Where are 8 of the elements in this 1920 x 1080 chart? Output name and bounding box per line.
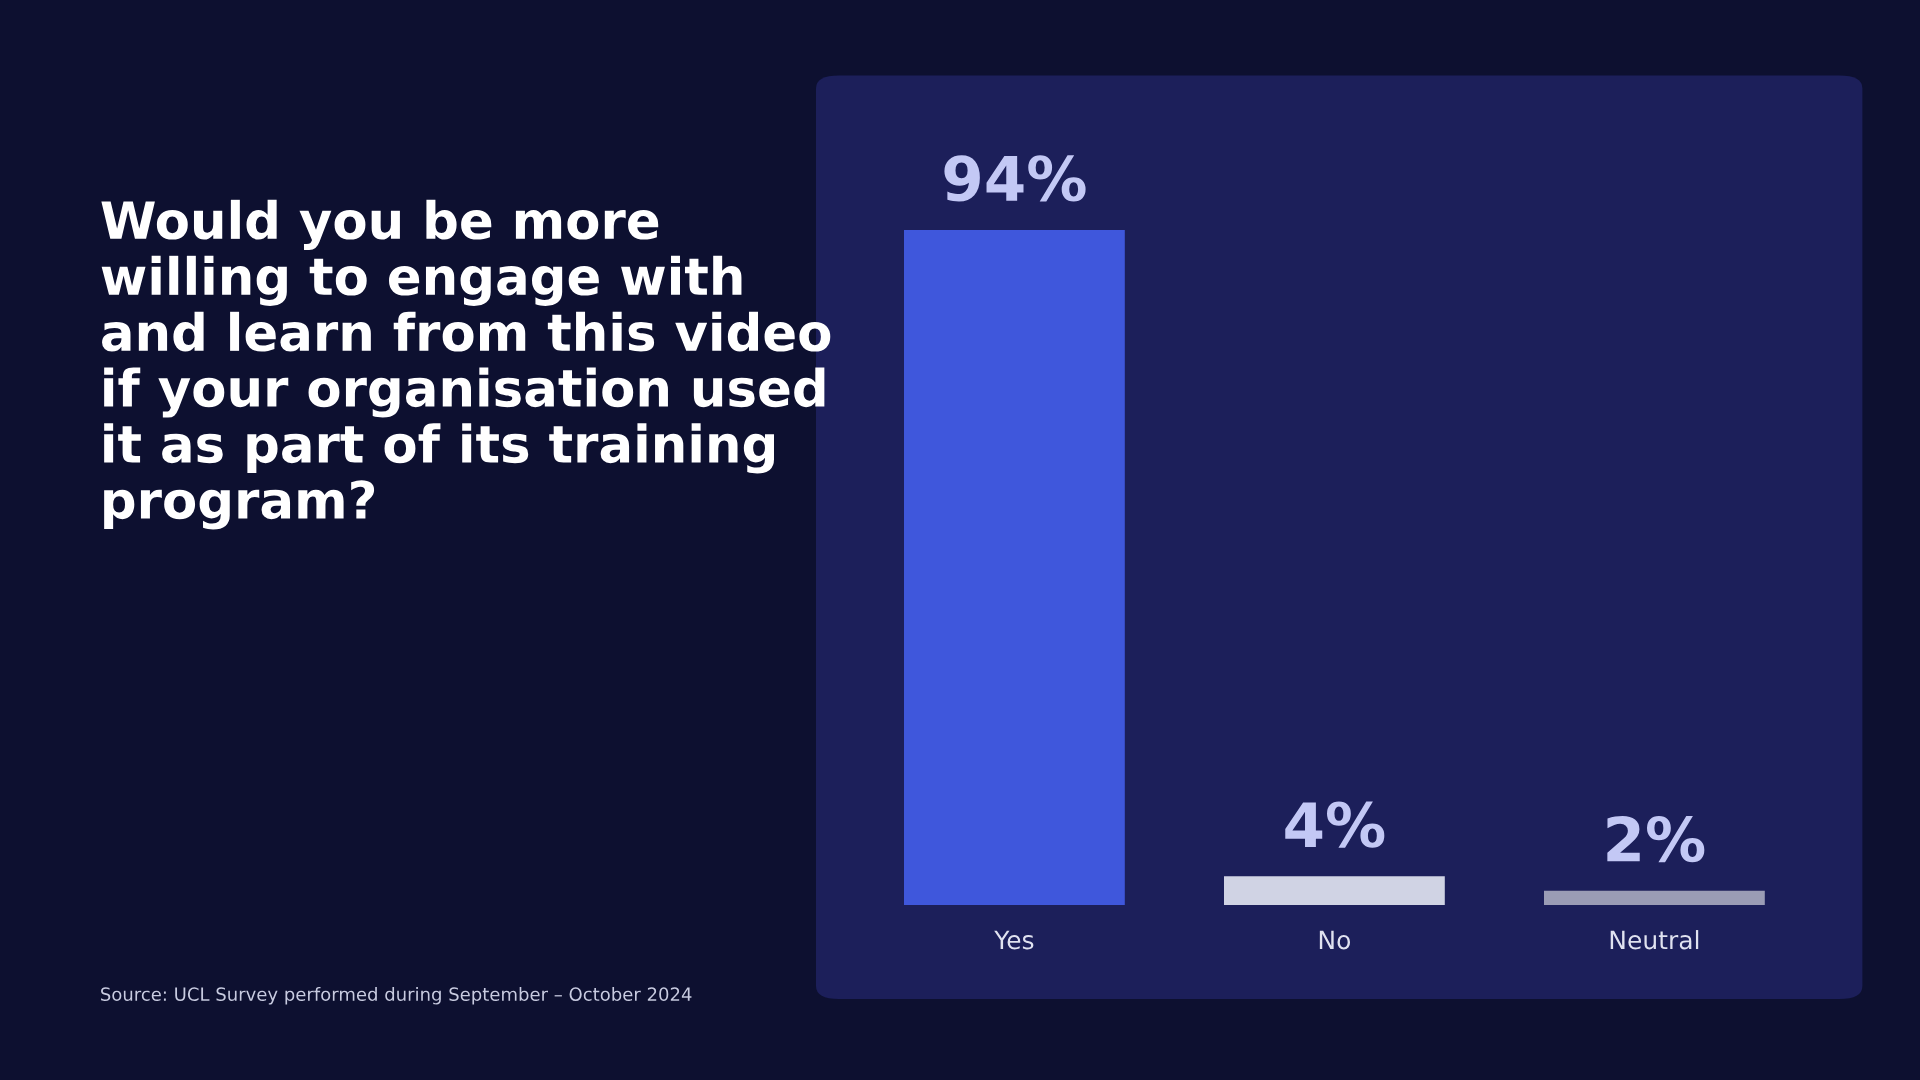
x-tick-label: No (1319, 930, 1351, 950)
data-label: 2% (1607, 815, 1705, 863)
data-label: 94% (944, 155, 1086, 202)
data-label: 4% (1285, 801, 1385, 848)
x-tick-label: Neutral (1610, 930, 1699, 950)
text: Would you be more willing to engage with and learn from this video if your organisation used it as part of its training program? (101, 199, 831, 530)
x-tick-label: Yes (994, 930, 1034, 950)
source-note: Source: UCL Survey performed during September – October 2024 (101, 987, 692, 1005)
